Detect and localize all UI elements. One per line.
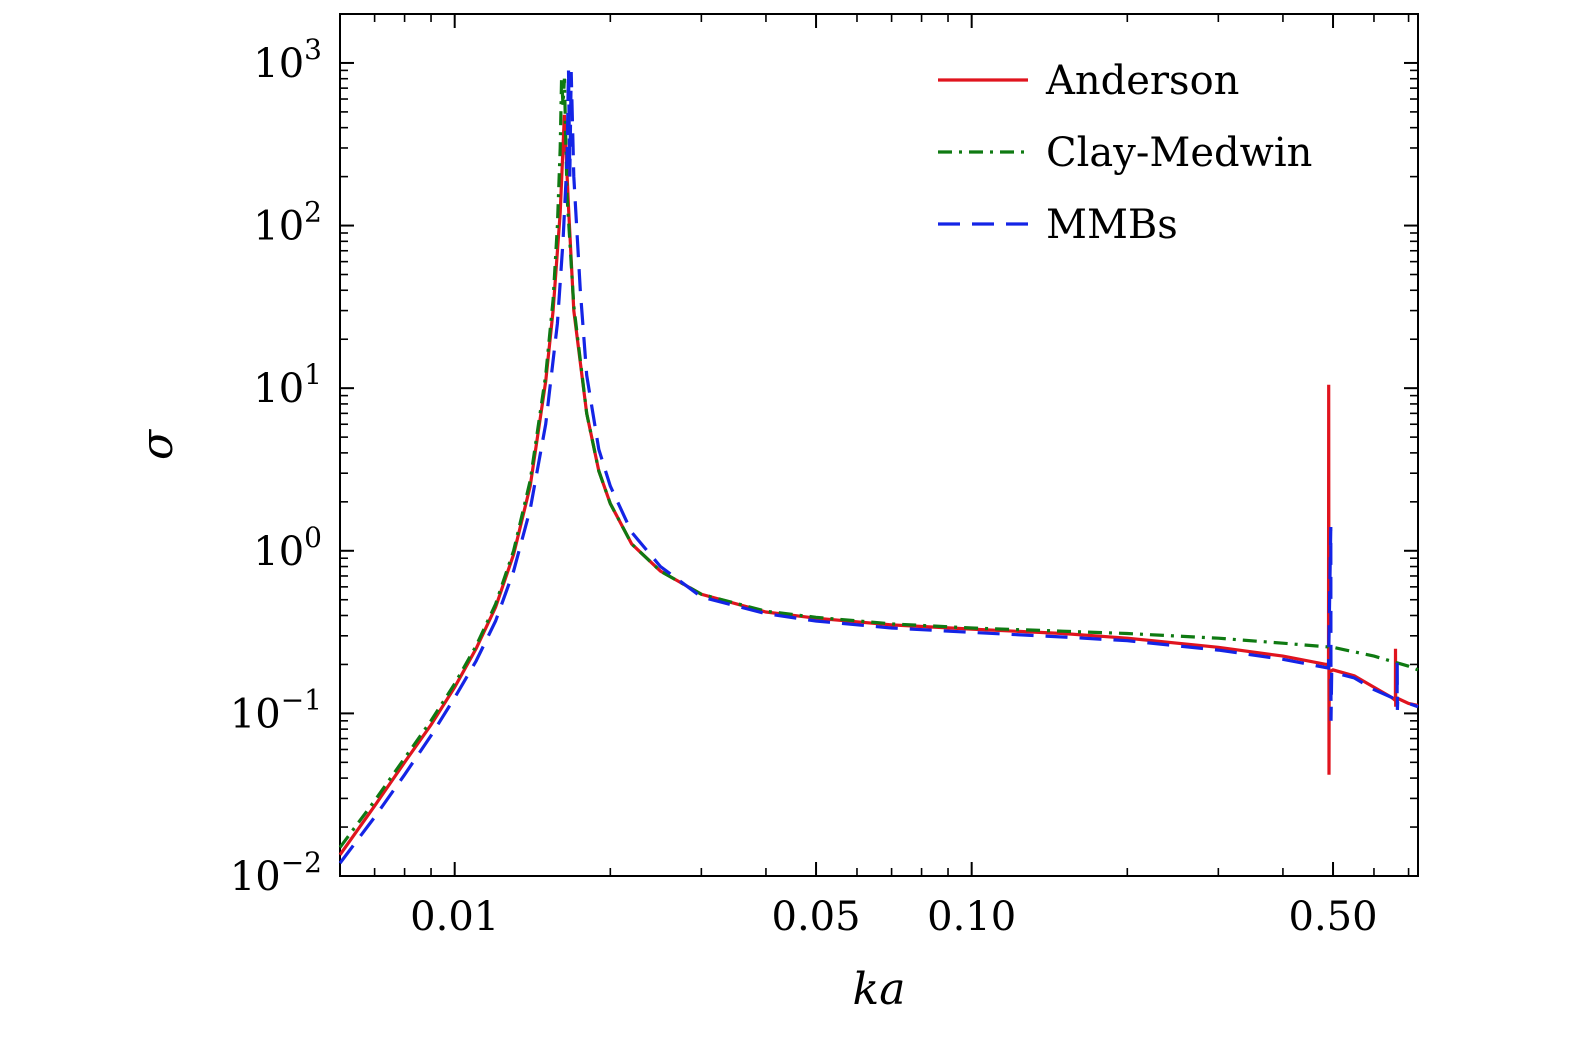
- x-axis-label: ka: [853, 964, 906, 1015]
- plot-frame: [339, 13, 1419, 877]
- x-tick-label: 0.10: [927, 894, 1016, 940]
- y-axis-label: σ: [132, 428, 183, 460]
- y-tick-label: 103: [253, 33, 322, 87]
- x-tick-label: 0.05: [772, 894, 861, 940]
- x-tick-label: 0.50: [1289, 894, 1378, 940]
- series-line-mmbs: [338, 68, 1419, 865]
- legend-label: MMBs: [1046, 202, 1178, 248]
- tick-layer: 0.01 0.05 0.10 0.50 10−2 10−1 100 101 102 103: [230, 13, 1418, 940]
- legend-label: Clay-Medwin: [1046, 130, 1312, 176]
- legend-label: Anderson: [1045, 58, 1239, 104]
- y-tick-label: 10−2: [230, 846, 322, 900]
- series-line-clay-medwin: [338, 76, 1419, 849]
- y-tick-label: 10−1: [230, 683, 322, 737]
- x-tick-label: 0.01: [410, 894, 499, 940]
- y-tick-label: 102: [253, 196, 322, 250]
- series-line-anderson: [338, 114, 1419, 856]
- legend: Anderson Clay-Medwin MMBs: [938, 58, 1312, 248]
- series-layer: [338, 68, 1419, 865]
- y-tick-label: 100: [253, 521, 322, 575]
- y-tick-label: 101: [253, 358, 322, 412]
